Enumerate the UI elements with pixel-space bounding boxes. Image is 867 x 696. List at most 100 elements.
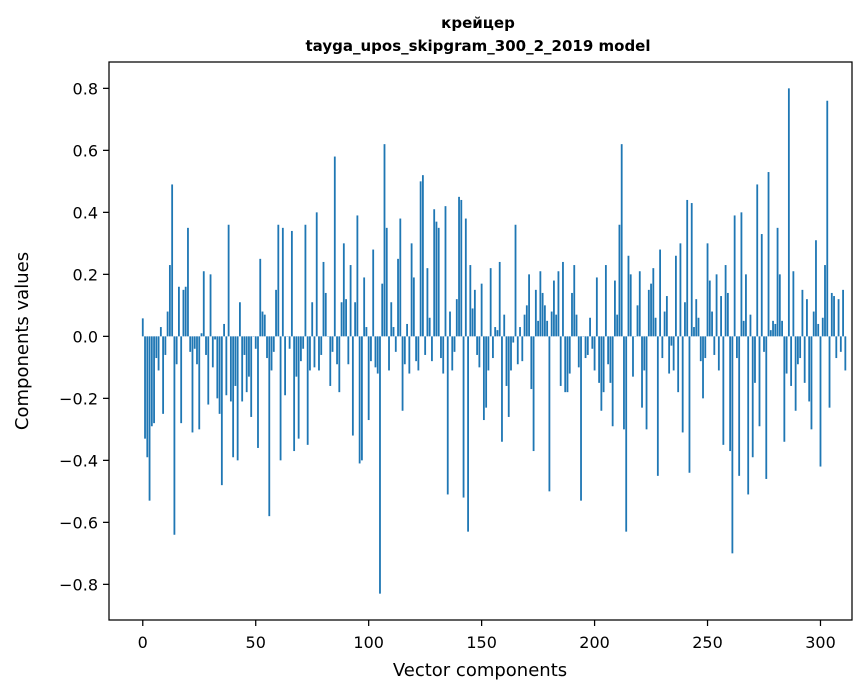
bar [171,184,174,337]
bar [284,336,286,396]
bar [302,336,305,349]
bar [460,199,463,337]
bar [437,227,440,337]
bar [726,292,729,337]
bar [297,336,300,439]
bar [248,336,250,377]
bar [783,336,786,442]
bar [220,336,223,486]
bar [704,336,707,359]
bar [367,336,370,421]
bar [817,323,820,337]
bar [415,336,418,362]
bar [790,336,793,386]
bar [562,261,564,337]
bar [638,271,641,337]
bar [528,274,530,337]
x-tick-label: 250 [692,633,723,652]
y-tick-label: 0.8 [73,79,98,98]
bar [715,274,718,337]
bar [487,336,490,371]
bar [372,249,375,337]
bar [336,336,338,365]
bar [162,336,165,414]
bar [254,336,257,349]
bar [501,336,503,442]
bar [516,336,519,365]
bar [469,265,472,337]
bar [537,320,540,337]
bar [844,336,847,371]
bar [672,336,675,371]
bar [740,212,743,337]
bar [690,203,693,337]
bar [205,336,207,355]
bar [679,243,682,337]
bar [266,336,268,359]
bar [333,156,336,337]
bar [693,327,695,337]
y-tick-label: 0.2 [73,265,98,284]
bar [645,336,648,430]
bar [234,336,237,386]
bar [589,317,591,337]
bar [417,336,420,371]
x-tick-label: 50 [246,633,266,652]
bar [300,336,302,362]
bar [458,196,460,337]
bar [830,292,833,337]
bar [568,336,571,374]
bar [837,299,840,337]
bar [776,227,779,337]
plot-frame [108,61,853,621]
x-tick-label: 300 [805,633,836,652]
bar [361,336,363,461]
bar [787,88,790,337]
bar [347,336,350,365]
bar [365,327,368,337]
bar [553,280,555,337]
bar [245,336,248,393]
bar [421,175,424,337]
bar [164,336,167,355]
bar [349,265,352,337]
bar [272,336,275,352]
bar [322,261,325,337]
bar [268,336,271,517]
bar [763,336,765,352]
bar [835,336,838,359]
bar [431,336,433,362]
bar [345,299,347,337]
bar [370,336,372,362]
bar [295,336,298,377]
bar [263,314,266,337]
bar [625,336,628,532]
bar [525,305,528,337]
bar [270,336,273,371]
x-tick-label: 100 [353,633,384,652]
bar [241,336,244,402]
bar [706,243,709,337]
bar [408,336,411,374]
bar [523,314,526,337]
bar [801,289,804,337]
bar [207,336,210,405]
bar [616,314,619,337]
bar [440,336,442,359]
y-tick-label: −0.4 [59,451,98,470]
bar [842,289,844,337]
bar [399,218,402,337]
y-tick-label: 0.4 [73,203,98,222]
bar [699,336,702,362]
bar [214,336,216,340]
bar [571,292,573,337]
bar [392,327,395,337]
bar [259,258,262,337]
bar [584,336,587,359]
bar [211,336,214,368]
bar [742,320,745,337]
bar [720,296,722,337]
bar [702,336,704,399]
bar [451,336,454,371]
